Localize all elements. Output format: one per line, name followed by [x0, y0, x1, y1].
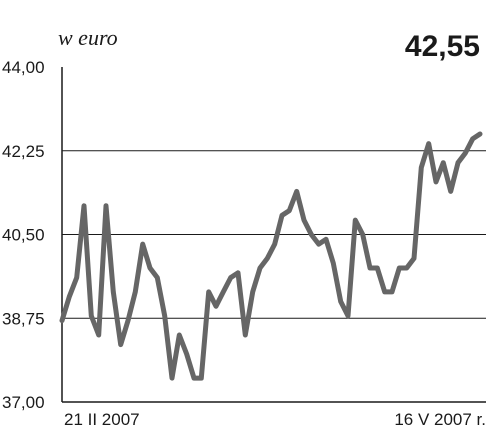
y-tick-label: 38,75 [2, 309, 45, 328]
axes [61, 67, 486, 403]
y-tick-label: 44,00 [2, 58, 45, 77]
y-tick-labels: 44,00 42,25 40,50 38,75 37,00 [2, 58, 45, 412]
series [59, 131, 483, 381]
y-tick-label: 40,50 [2, 226, 45, 245]
unit-label: w euro [58, 25, 118, 50]
current-value: 42,55 [405, 30, 480, 63]
y-tick-label: 37,00 [2, 393, 45, 412]
x-start-label: 21 II 2007 [64, 410, 140, 429]
x-end-label: 16 V 2007 r. [394, 410, 486, 429]
price-line [59, 131, 483, 381]
y-tick-label: 42,25 [2, 142, 45, 161]
